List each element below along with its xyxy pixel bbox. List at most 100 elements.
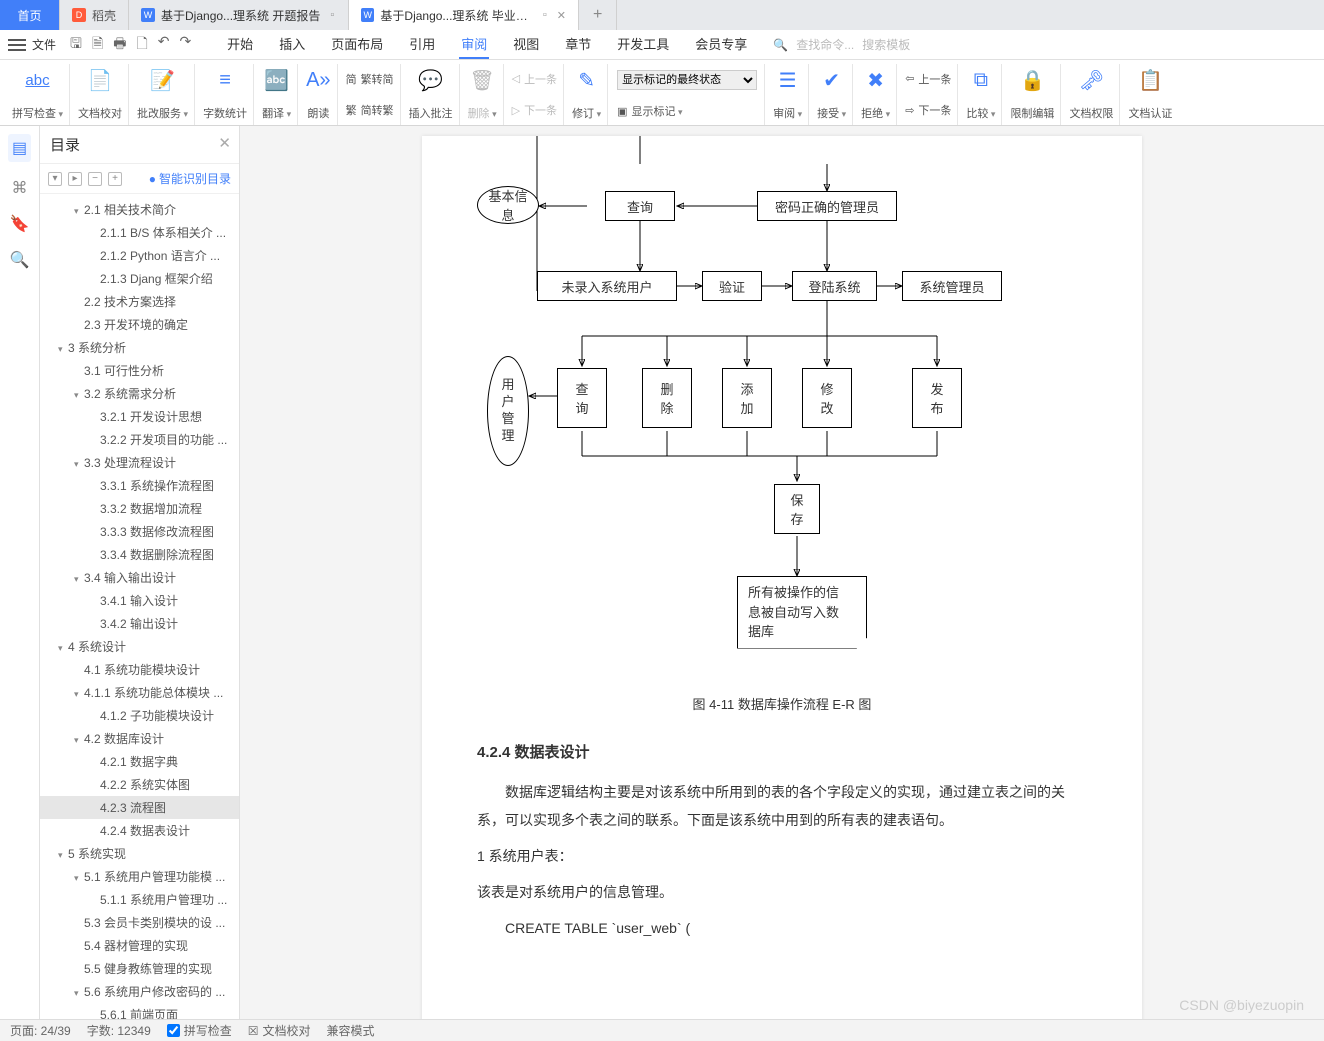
toc-item[interactable]: 4.1.2 子功能模块设计 — [40, 704, 239, 727]
plus-icon[interactable]: + — [108, 172, 122, 186]
ribbon-delete[interactable]: 🗑删除 — [462, 64, 504, 125]
ribbon-revise[interactable]: ✎修订 — [566, 64, 608, 125]
toc-item[interactable]: ▾4.1.1 系统功能总体模块 ... — [40, 681, 239, 704]
toc-item[interactable]: ▾2.1 相关技术简介 — [40, 198, 239, 221]
toc-item[interactable]: 3.4.1 输入设计 — [40, 589, 239, 612]
toc-item[interactable]: ▾4.2 数据库设计 — [40, 727, 239, 750]
ribbon-restrict[interactable]: 🔒限制编辑 — [1004, 64, 1061, 125]
menu-3[interactable]: 引用 — [407, 30, 437, 59]
menu-0[interactable]: 开始 — [225, 30, 255, 59]
toc-item[interactable]: 4.2.4 数据表设计 — [40, 819, 239, 842]
toc-item[interactable]: 5.5 健身教练管理的实现 — [40, 957, 239, 980]
redo-icon[interactable]: ↷ — [179, 33, 191, 57]
ribbon-accept[interactable]: ✔接受 — [811, 64, 853, 125]
toc-item[interactable]: ▾4 系统设计 — [40, 635, 239, 658]
toc-item[interactable]: ▾3.2 系统需求分析 — [40, 382, 239, 405]
search-template[interactable]: 搜索模板 — [862, 36, 910, 53]
undo-icon[interactable]: ↶ — [158, 33, 170, 57]
ribbon-approve[interactable]: 📝批改服务 — [131, 64, 195, 125]
toc-item[interactable]: 3.1 可行性分析 — [40, 359, 239, 382]
print-icon[interactable]: 🖶 — [113, 33, 126, 57]
collapse-icon[interactable]: ▾ — [48, 172, 62, 186]
tab-home[interactable]: 首页 — [0, 0, 60, 30]
toc-item[interactable]: ▾3.3 处理流程设计 — [40, 451, 239, 474]
hamburger-icon[interactable] — [8, 39, 26, 51]
ribbon-translate[interactable]: 🔤翻译 — [256, 64, 298, 125]
document-area[interactable]: 基本信息 查询 密码正确的管理员 未录入系统用户 验证 登陆系统 系统管理员 用… — [240, 126, 1324, 1019]
toc-item[interactable]: ▾5 系统实现 — [40, 842, 239, 865]
toc-item[interactable]: 2.3 开发环境的确定 — [40, 313, 239, 336]
tab-doc-1[interactable]: W基于Django...理系统 开题报告▫ — [129, 0, 349, 30]
toc-item[interactable]: 3.2.2 开发项目的功能 ... — [40, 428, 239, 451]
toc-item[interactable]: ▾3 系统分析 — [40, 336, 239, 359]
toc-item[interactable]: 3.3.1 系统操作流程图 — [40, 474, 239, 497]
jzf-button[interactable]: 繁简转繁 — [346, 102, 394, 118]
ribbon-compare[interactable]: ⧉比较 — [960, 64, 1002, 125]
toc-item[interactable]: ▾5.6 系统用户修改密码的 ... — [40, 980, 239, 1003]
menu-2[interactable]: 页面布局 — [329, 30, 385, 59]
save-icon[interactable]: 🖫 — [70, 33, 82, 57]
toc-item[interactable]: 5.6.1 前端页面 — [40, 1003, 239, 1019]
bookmark-icon[interactable]: 🔖 — [10, 214, 30, 234]
toc-item[interactable]: 2.2 技术方案选择 — [40, 290, 239, 313]
toc-item[interactable]: 3.3.2 数据增加流程 — [40, 497, 239, 520]
menu-8[interactable]: 会员专享 — [693, 30, 749, 59]
smart-toc[interactable]: ●智能识别目录 — [149, 170, 231, 187]
ribbon-doccheck[interactable]: 📄文档校对 — [72, 64, 129, 125]
toc-item[interactable]: 5.3 会员卡类别模块的设 ... — [40, 911, 239, 934]
tab-doc-2[interactable]: W基于Django...理系统 毕业论文▫✕ — [349, 0, 579, 30]
outline-icon[interactable]: ▤ — [8, 134, 31, 162]
toc-item[interactable]: 3.3.4 数据删除流程图 — [40, 543, 239, 566]
show-markup[interactable]: ▣ 显示标记 — [617, 103, 682, 119]
toc-item[interactable]: 4.2.3 流程图 — [40, 796, 239, 819]
toc-item[interactable]: 4.1 系统功能模块设计 — [40, 658, 239, 681]
minus-icon[interactable]: − — [88, 172, 102, 186]
toc-item[interactable]: 4.2.1 数据字典 — [40, 750, 239, 773]
fzj-button[interactable]: 简繁转简 — [346, 71, 394, 87]
tab-daoke[interactable]: D稻壳 — [60, 0, 129, 30]
ribbon-docperm[interactable]: 🗝文档权限 — [1063, 64, 1120, 125]
toc-item[interactable]: 4.2.2 系统实体图 — [40, 773, 239, 796]
toc-item[interactable]: 5.4 器材管理的实现 — [40, 934, 239, 957]
close-icon[interactable]: ✕ — [218, 134, 231, 152]
next-change[interactable]: ⇨ 下一条 — [905, 102, 951, 118]
next-comment[interactable]: ▷ 下一条 — [512, 102, 557, 118]
toc-item[interactable]: 3.4.2 输出设计 — [40, 612, 239, 635]
tab-new[interactable]: + — [579, 0, 617, 30]
toc-item[interactable]: 3.2.1 开发设计思想 — [40, 405, 239, 428]
page-indicator[interactable]: 页面: 24/39 — [10, 1022, 71, 1039]
toc-item[interactable]: 2.1.3 Djang 框架介绍 — [40, 267, 239, 290]
toc-item[interactable]: ▾3.4 输入输出设计 — [40, 566, 239, 589]
nav-icon[interactable]: ⌘ — [12, 178, 28, 198]
ribbon-insert-comment[interactable]: 💬插入批注 — [403, 64, 460, 125]
toc-item[interactable]: 3.3.3 数据修改流程图 — [40, 520, 239, 543]
prev-change[interactable]: ⇦ 上一条 — [905, 71, 951, 87]
toc-item[interactable]: 2.1.2 Python 语言介 ... — [40, 244, 239, 267]
save-as-icon[interactable]: 🗎 — [92, 33, 103, 57]
file-menu[interactable]: 文件 — [32, 36, 56, 53]
find-icon[interactable]: 🔍 — [10, 250, 30, 270]
search-command[interactable]: 查找命令... — [796, 36, 854, 53]
print-preview-icon[interactable]: 🗋 — [136, 33, 147, 57]
menu-4[interactable]: 审阅 — [459, 30, 489, 59]
toc-item[interactable]: ▾5.1 系统用户管理功能模 ... — [40, 865, 239, 888]
ribbon-review[interactable]: ☰审阅 — [767, 64, 809, 125]
menu-7[interactable]: 开发工具 — [615, 30, 671, 59]
ribbon-read[interactable]: A»朗读 — [300, 64, 337, 125]
expand-icon[interactable]: ▸ — [68, 172, 82, 186]
menu-5[interactable]: 视图 — [511, 30, 541, 59]
ribbon-reject[interactable]: ✖拒绝 — [855, 64, 897, 125]
menu-1[interactable]: 插入 — [277, 30, 307, 59]
prev-comment[interactable]: ◁ 上一条 — [512, 71, 557, 87]
ribbon-docauth[interactable]: 📋文档认证 — [1122, 64, 1178, 125]
toc-item[interactable]: 5.1.1 系统用户管理功 ... — [40, 888, 239, 911]
status-doccheck[interactable]: ☒文档校对 — [248, 1022, 311, 1039]
markup-dropdown[interactable]: 显示标记的最终状态 — [617, 70, 757, 90]
close-icon[interactable]: ✕ — [557, 9, 566, 22]
status-spellcheck[interactable]: 拼写检查 — [167, 1022, 232, 1039]
menu-6[interactable]: 章节 — [563, 30, 593, 59]
ribbon-wordcount[interactable]: ≡字数统计 — [197, 64, 254, 125]
toc-item[interactable]: 2.1.1 B/S 体系相关介 ... — [40, 221, 239, 244]
word-count[interactable]: 字数: 12349 — [87, 1022, 151, 1039]
ribbon-spellcheck[interactable]: abc拼写检查 — [6, 64, 70, 125]
